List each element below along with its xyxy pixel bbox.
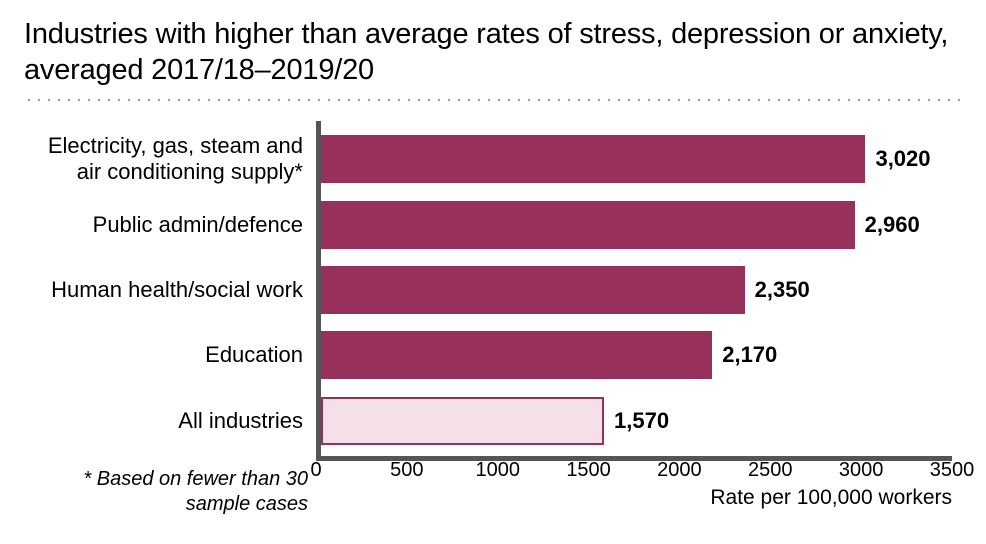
bar-row: All industries1,570: [321, 397, 952, 445]
bar-value: 1,570: [614, 408, 669, 434]
x-tick: 2000: [657, 459, 702, 482]
bar-row: Electricity, gas, steam and air conditio…: [321, 135, 952, 183]
x-tick: 1500: [566, 459, 611, 482]
bar: [321, 135, 865, 183]
category-label: Human health/social work: [41, 277, 321, 303]
bar-row: Human health/social work2,350: [321, 266, 952, 314]
bar-row: Education2,170: [321, 331, 952, 379]
bar: [321, 201, 855, 249]
category-label: Public admin/defence: [41, 212, 321, 238]
bar-value: 2,960: [865, 212, 920, 238]
x-tick: 3500: [930, 459, 975, 482]
bar-value: 2,170: [722, 342, 777, 368]
bar-chart: Electricity, gas, steam and air conditio…: [24, 121, 962, 461]
x-tick: 0: [310, 459, 321, 482]
bars-container: Electricity, gas, steam and air conditio…: [321, 127, 952, 454]
x-tick: 2500: [748, 459, 793, 482]
plot-area: Electricity, gas, steam and air conditio…: [316, 121, 952, 461]
bar: [321, 331, 712, 379]
title-divider: [24, 99, 962, 101]
category-label: All industries: [41, 408, 321, 434]
bar-row: Public admin/defence2,960: [321, 201, 952, 249]
category-label: Electricity, gas, steam and air conditio…: [41, 133, 321, 185]
x-axis-label: Rate per 100,000 workers: [710, 486, 952, 510]
category-label: Education: [41, 342, 321, 368]
footnote: * Based on fewer than 30 sample cases: [24, 467, 308, 517]
bar: [321, 397, 604, 445]
bar-value: 2,350: [755, 277, 810, 303]
bar: [321, 266, 745, 314]
bar-value: 3,020: [875, 146, 930, 172]
x-tick: 500: [390, 459, 423, 482]
x-tick: 1000: [475, 459, 520, 482]
chart-title: Industries with higher than average rate…: [24, 16, 962, 89]
x-tick: 3000: [839, 459, 884, 482]
